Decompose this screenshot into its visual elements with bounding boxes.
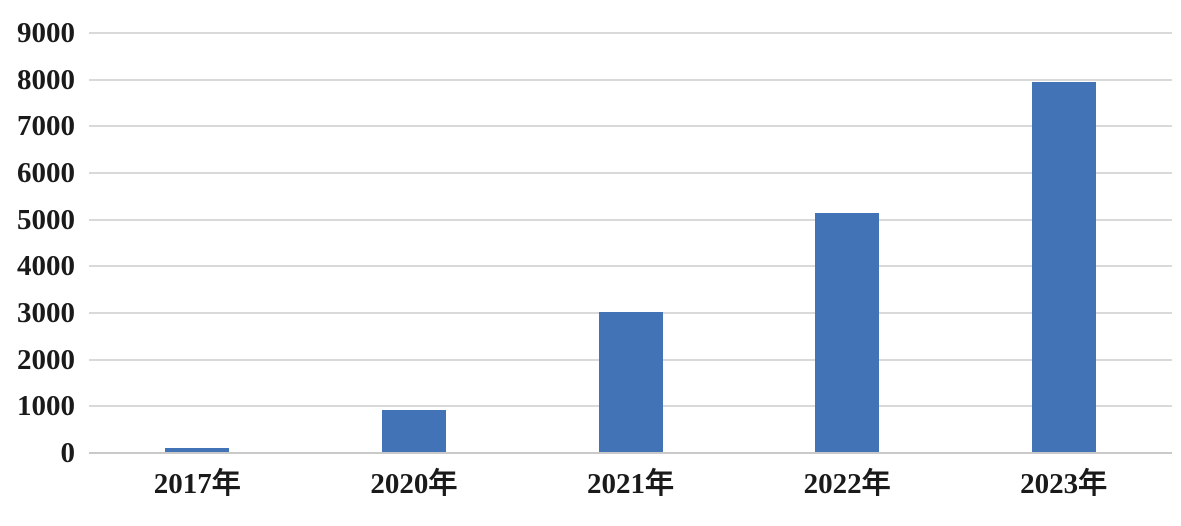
x-tick-label: 2021年 (586, 468, 674, 500)
bar-2021 (598, 312, 663, 453)
y-tick-label: 5000 (17, 203, 75, 236)
bar-2020 (381, 410, 446, 453)
x-tick-label: 2020年 (370, 468, 458, 500)
y-tick-label: 1000 (17, 390, 75, 423)
bar-2023 (1031, 82, 1096, 453)
gridline (89, 172, 1172, 175)
y-tick-label: 9000 (17, 17, 75, 49)
x-tick-label: 2017年 (153, 468, 241, 500)
y-tick-label: 0 (60, 437, 76, 469)
gridline (89, 32, 1172, 34)
gridline (89, 218, 1172, 221)
y-tick-label: 7000 (17, 110, 75, 143)
plot-area (89, 32, 1172, 454)
y-tick-label: 6000 (17, 157, 75, 189)
x-tick-label: 2023年 (1020, 468, 1108, 500)
y-tick-label: 4000 (17, 250, 75, 283)
gridline (89, 78, 1172, 81)
x-tick-label: 2022年 (803, 468, 891, 500)
y-tick-label: 8000 (17, 63, 75, 96)
gridline (89, 125, 1172, 128)
y-tick-label: 2000 (17, 343, 75, 376)
bar-2022 (815, 212, 880, 453)
bar-2017 (165, 448, 230, 453)
x-axis-line (89, 452, 1172, 454)
gridline (89, 265, 1172, 268)
y-tick-label: 3000 (17, 297, 75, 329)
